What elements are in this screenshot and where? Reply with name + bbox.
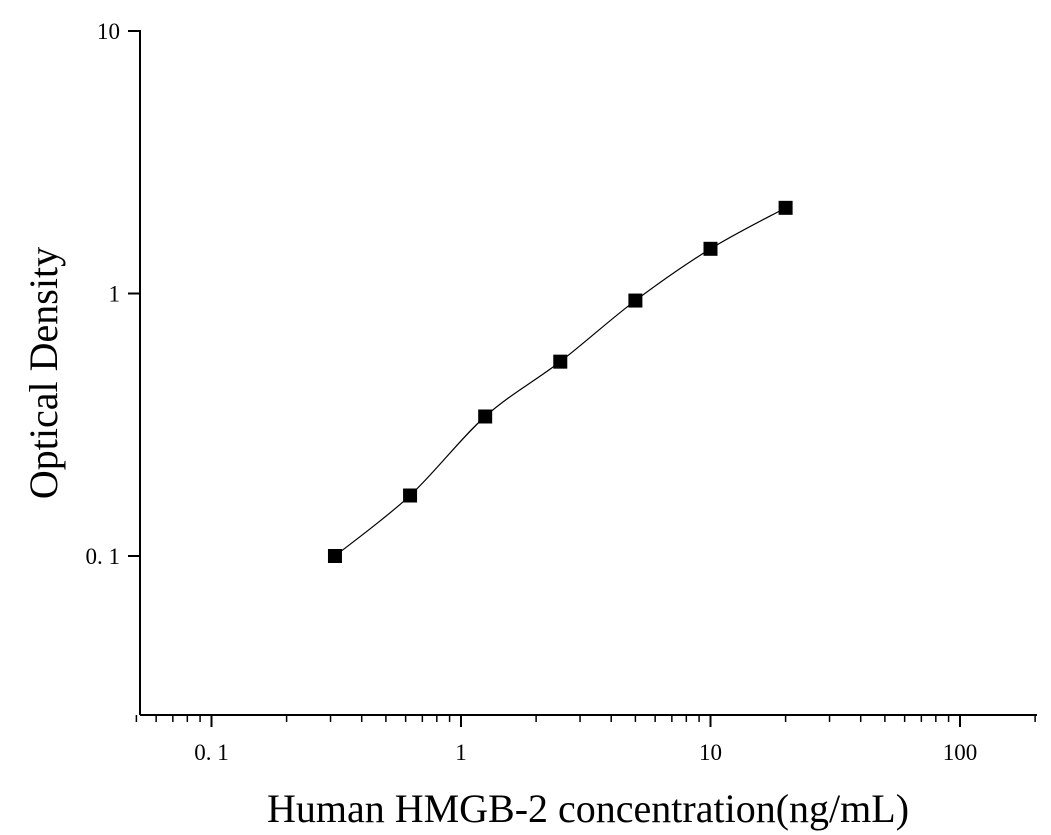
data-points: [327, 200, 793, 563]
data-point: [553, 354, 568, 369]
x-tick-label: 10: [699, 740, 722, 765]
y-axis-title: Optical Density: [21, 247, 66, 499]
data-point: [327, 549, 342, 563]
x-axis-title: Human HMGB-2 concentration(ng/mL): [267, 786, 909, 831]
data-point: [703, 241, 718, 256]
data-point: [778, 200, 793, 215]
y-tick-label: 10: [97, 19, 120, 44]
x-tick-label: 100: [943, 740, 978, 765]
x-ticks: 0. 1 1 10 100: [135, 715, 1036, 765]
axes: 0. 1 1 10 100 0. 1 1 10: [86, 19, 1037, 765]
data-point: [478, 409, 493, 424]
fit-curve: [334, 207, 786, 557]
data-point: [628, 293, 643, 308]
x-tick-label: 0. 1: [194, 740, 229, 765]
data-point: [403, 488, 418, 503]
y-tick-label: 1: [109, 282, 121, 307]
x-tick-label: 1: [455, 740, 467, 765]
y-ticks: 0. 1 1 10: [86, 19, 140, 569]
y-tick-label: 0. 1: [86, 544, 121, 569]
